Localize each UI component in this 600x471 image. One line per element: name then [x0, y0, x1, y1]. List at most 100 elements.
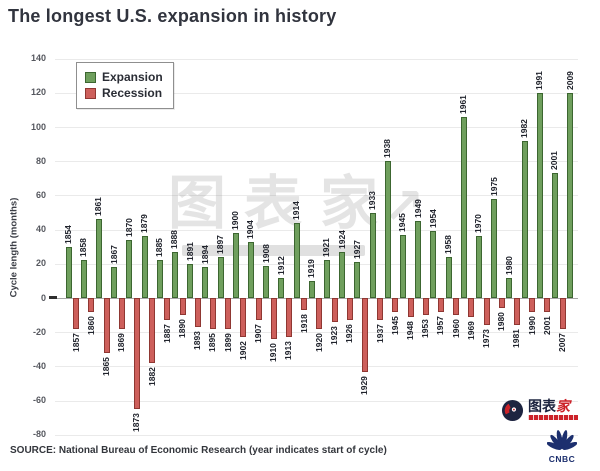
bar-year-label-2009-expansion: 2009 [564, 70, 575, 90]
bar-recession-1907 [255, 298, 262, 321]
gridline-60 [55, 195, 578, 197]
bar-year-label-1890-recession: 1890 [177, 319, 187, 339]
bar-year-label-1879-expansion: 1879 [139, 214, 149, 234]
bar-recession-1869 [118, 298, 125, 329]
expansion-swatch-icon [85, 71, 96, 83]
bar-year-label-1924-expansion: 1924 [336, 229, 347, 249]
bar-year-label-1958-expansion: 1958 [443, 235, 453, 254]
bar-expansion-1879 [141, 236, 148, 298]
y-tick-label-120: 120 [30, 87, 46, 98]
bar-recession-1910 [270, 298, 277, 339]
y-tick-label-60: 60 [35, 189, 46, 200]
bar-expansion-1891 [187, 263, 194, 298]
bar-expansion-1927 [354, 262, 361, 298]
bar-year-label-1857-recession: 1857 [70, 332, 81, 352]
bar-year-label-1991-expansion: 1991 [534, 70, 545, 90]
bar-year-label-1908-expansion: 1908 [260, 243, 271, 263]
bar-year-label-1990-recession: 1990 [526, 315, 537, 335]
bar-year-label-1914-expansion: 1914 [291, 200, 301, 220]
bar-year-label-1953-recession: 1953 [420, 319, 431, 339]
bar-year-label-1900-expansion: 1900 [230, 211, 241, 230]
bar-year-label-1970-expansion: 1970 [473, 214, 484, 234]
bar-year-label-1918-recession: 1918 [298, 314, 309, 333]
y-tick-label-100: 100 [30, 121, 46, 132]
legend-item-expansion: Expansion [85, 70, 163, 84]
bar-expansion-1938 [384, 161, 391, 298]
bar-recession-1929 [361, 298, 368, 372]
bar-expansion-1924 [339, 251, 346, 298]
bar-year-label-1961-expansion: 1961 [458, 94, 469, 114]
bar-expansion-1867 [111, 267, 118, 298]
bar-year-label-1910-recession: 1910 [268, 343, 279, 362]
tubiaojia-logo-banner [528, 415, 578, 420]
bar-expansion-1958 [445, 257, 452, 298]
bar-year-label-1923-recession: 1923 [329, 325, 339, 345]
legend-label-expansion: Expansion [102, 70, 163, 84]
bar-year-label-1865-recession: 1865 [101, 356, 111, 376]
zero-axis-tick [49, 296, 57, 299]
y-tick-label-0: 0 [40, 292, 46, 303]
gridline-80 [55, 161, 578, 163]
bar-recession-1990 [529, 298, 536, 312]
cnbc-logo-text: CNBC [548, 454, 576, 464]
bar-year-label-1873-recession: 1873 [131, 413, 142, 433]
gridline-40 [55, 229, 578, 231]
bar-expansion-1961 [460, 116, 467, 298]
gridline-120 [55, 92, 578, 94]
bar-expansion-1970 [475, 236, 482, 298]
bar-recession-1882 [149, 298, 156, 363]
bar-year-label-1897-expansion: 1897 [215, 235, 225, 254]
legend-item-recession: Recession [85, 86, 163, 100]
bar-recession-1973 [483, 298, 490, 326]
bar-recession-1953 [422, 298, 429, 316]
bar-year-label-1899-recession: 1899 [222, 332, 233, 352]
bar-year-label-1907-recession: 1907 [253, 324, 263, 344]
bar-recession-1948 [407, 298, 414, 317]
bar-recession-2007 [559, 298, 566, 329]
bar-year-label-1949-expansion: 1949 [412, 199, 423, 219]
bar-recession-1960 [453, 298, 460, 316]
bar-year-label-2001-expansion: 2001 [549, 151, 560, 171]
bar-recession-1920 [316, 298, 323, 329]
bar-expansion-1885 [156, 260, 163, 298]
bar-expansion-1933 [369, 212, 376, 298]
bar-recession-1865 [103, 298, 110, 353]
bar-year-label-2007-recession: 2007 [557, 332, 567, 352]
bar-recession-1945 [392, 298, 399, 312]
bar-year-label-1882-recession: 1882 [146, 367, 157, 386]
bar-year-label-1975-expansion: 1975 [488, 176, 499, 196]
bar-year-label-1902-recession: 1902 [237, 341, 248, 361]
y-tick-label--80: -80 [32, 429, 46, 440]
bar-year-label-1929-recession: 1929 [359, 375, 370, 395]
bar-recession-1893 [194, 298, 201, 328]
bar-recession-1969 [468, 298, 475, 317]
bar-year-label-1861-expansion: 1861 [93, 197, 104, 217]
legend-label-recession: Recession [102, 86, 163, 100]
bar-expansion-1982 [521, 140, 528, 298]
y-tick-label-80: 80 [35, 155, 46, 166]
bar-expansion-1908 [263, 265, 270, 298]
bar-year-label-1891-expansion: 1891 [184, 241, 195, 261]
y-tick-label--40: -40 [32, 360, 46, 371]
y-tick-label--60: -60 [32, 395, 46, 406]
bar-recession-1899 [225, 298, 232, 329]
tubiaojia-logo-icon [501, 399, 524, 422]
bar-expansion-1897 [217, 257, 224, 298]
gridline-140 [55, 58, 578, 60]
bar-year-label-1937-recession: 1937 [374, 324, 385, 344]
bar-recession-1957 [437, 298, 444, 312]
bar-year-label-1926-recession: 1926 [344, 324, 355, 344]
bar-year-label-1960-recession: 1960 [450, 319, 461, 339]
bar-expansion-1991 [536, 92, 543, 298]
bar-expansion-1870 [126, 239, 133, 298]
y-tick-label--20: -20 [32, 326, 46, 337]
y-tick-label-140: 140 [30, 53, 46, 64]
y-tick-label-40: 40 [35, 224, 46, 235]
bar-recession-2001 [544, 298, 551, 312]
cnbc-logo: CNBC [546, 429, 578, 464]
bar-year-label-1957-recession: 1957 [435, 315, 446, 335]
bar-expansion-1975 [491, 198, 498, 298]
bar-recession-1918 [301, 298, 308, 310]
bar-expansion-1861 [95, 219, 102, 298]
